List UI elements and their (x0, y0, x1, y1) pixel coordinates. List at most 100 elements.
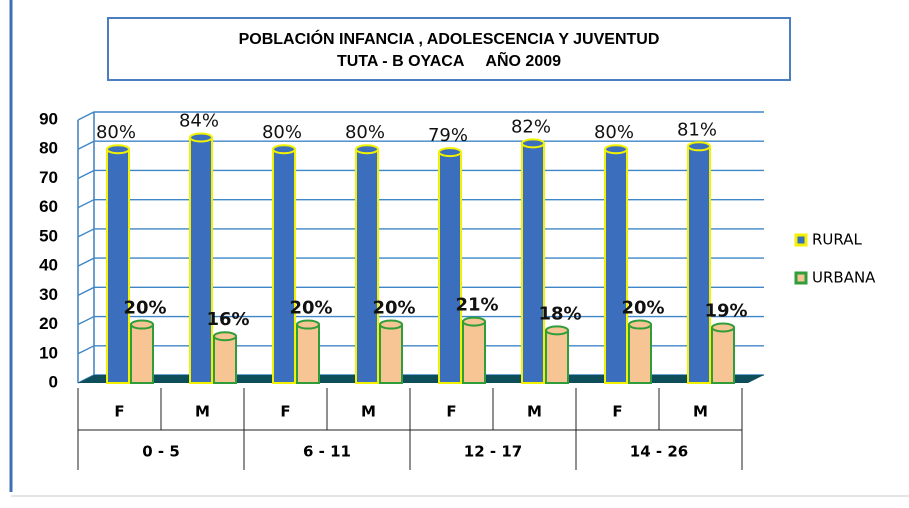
bar (296, 319, 320, 384)
value-label: 81% (677, 119, 717, 140)
legend-swatch (794, 233, 808, 247)
grid-line (77, 111, 764, 121)
title-box (107, 17, 791, 81)
bar-body (462, 320, 486, 384)
bar-body (189, 136, 213, 384)
bar-top (272, 144, 296, 155)
bar (379, 319, 403, 384)
value-label: 20% (123, 298, 166, 319)
x-tick-label: M (527, 403, 542, 421)
x-tick-label: F (612, 403, 622, 421)
grid-line (77, 257, 764, 267)
bar (687, 141, 711, 384)
y-tick-label: 90 (39, 109, 58, 128)
floor (78, 375, 764, 383)
bar (521, 138, 545, 384)
bar-top (355, 144, 379, 155)
bar (213, 331, 237, 384)
x-tick-label: F (446, 403, 456, 421)
legend-label: URBANA (812, 269, 876, 287)
value-label: 19% (704, 300, 747, 321)
legend-swatch (794, 271, 808, 285)
value-label: 82% (511, 116, 551, 137)
bar-body (545, 329, 569, 384)
value-label: 16% (206, 309, 249, 330)
value-label: 21% (455, 295, 498, 316)
bar-body (438, 151, 462, 384)
value-label: 20% (621, 298, 664, 319)
bar (545, 325, 569, 384)
bar-body (106, 148, 130, 384)
bar-top (130, 319, 154, 330)
bar-top (628, 319, 652, 330)
value-label: 20% (372, 298, 415, 319)
bar (355, 144, 379, 384)
y-tick-label: 70 (39, 168, 58, 187)
x-tick-label: M (693, 403, 708, 421)
bar-top (545, 325, 569, 336)
x-tick-label: M (361, 403, 376, 421)
grid-line (77, 286, 764, 296)
grid-line (77, 228, 764, 238)
bar (711, 322, 735, 385)
y-tick-label: 10 (39, 343, 58, 362)
bar-top (189, 132, 213, 143)
bar (438, 147, 462, 384)
y-tick-label: 20 (39, 314, 58, 333)
bar-top (438, 147, 462, 158)
value-label: 18% (538, 303, 581, 324)
y-tick-label: 0 (49, 372, 58, 391)
group-label: 14 - 26 (630, 443, 688, 461)
value-label: 80% (345, 122, 385, 143)
bar-body (521, 142, 545, 384)
value-label: 20% (289, 298, 332, 319)
bar-body (355, 148, 379, 384)
value-label: 84% (179, 111, 219, 132)
y-tick-label: 40 (39, 256, 58, 275)
y-tick-label: 30 (39, 285, 58, 304)
bar-body (711, 326, 735, 385)
value-label: 80% (594, 122, 634, 143)
value-label: 79% (428, 125, 468, 146)
bar-top (604, 144, 628, 155)
y-tick-label: 60 (39, 197, 58, 216)
bar-body (628, 323, 652, 384)
bar-body (272, 148, 296, 384)
bar-top (213, 331, 237, 342)
bar (462, 316, 486, 384)
bar-body (213, 335, 237, 384)
bar-top (521, 138, 545, 149)
bar-top (711, 322, 735, 333)
grid-line (77, 198, 764, 209)
grid-line (77, 169, 764, 180)
bar (628, 319, 652, 384)
value-label: 80% (96, 122, 136, 143)
bar-body (687, 145, 711, 384)
chart-subtitle: TUTA - B OYACA AÑO 2009 (337, 50, 561, 70)
group-label: 0 - 5 (142, 443, 180, 461)
group-label: 6 - 11 (303, 443, 351, 461)
bar-body (296, 323, 320, 384)
y-tick-label: 80 (39, 139, 58, 158)
bar-top (379, 319, 403, 330)
bar (189, 132, 213, 384)
bar-body (604, 148, 628, 384)
bar-body (379, 323, 403, 384)
bar (106, 144, 130, 384)
grid-line (77, 140, 764, 150)
x-tick-label: F (280, 403, 290, 421)
bar-top (462, 316, 486, 327)
bar-top (296, 319, 320, 330)
grid-line (77, 345, 764, 355)
y-tick-label: 50 (39, 226, 58, 245)
x-tick-label: F (114, 403, 124, 421)
value-label: 80% (262, 122, 302, 143)
group-label: 12 - 17 (464, 443, 522, 461)
chart-title: POBLACIÓN INFANCIA , ADOLESCENCIA Y JUVE… (239, 29, 660, 48)
bar (130, 319, 154, 384)
bar-body (130, 323, 154, 384)
bar (604, 144, 628, 384)
bar-top (106, 144, 130, 155)
bar (272, 144, 296, 384)
